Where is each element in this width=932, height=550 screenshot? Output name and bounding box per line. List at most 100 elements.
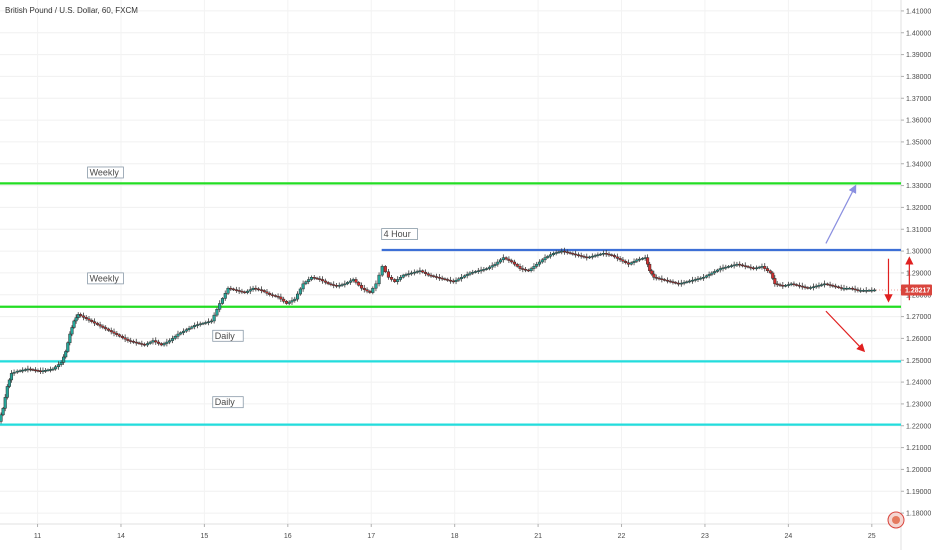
tradingview-logo-icon[interactable] xyxy=(887,511,905,529)
time-tick-label: 17 xyxy=(367,533,375,540)
candle-body xyxy=(276,295,280,298)
price-tick-label: 1.24000 xyxy=(906,380,931,387)
candle-body xyxy=(190,326,194,329)
candle-body xyxy=(674,282,678,284)
candle-body xyxy=(43,370,48,372)
candle-body xyxy=(412,271,416,274)
candle-body xyxy=(729,265,733,267)
candle-body xyxy=(752,267,756,270)
candle-body xyxy=(318,278,322,280)
price-tick-label: 1.39000 xyxy=(906,52,931,59)
price-tick-label: 1.26000 xyxy=(906,336,931,343)
candle-body xyxy=(148,341,152,344)
candle-body xyxy=(554,252,558,254)
candle-body xyxy=(476,270,480,272)
candle-body xyxy=(421,270,425,273)
candle-body xyxy=(374,283,378,289)
candle-body xyxy=(828,284,832,286)
candle-body xyxy=(859,290,863,292)
candle-body xyxy=(715,269,720,272)
candle-body xyxy=(62,356,66,363)
candle-body xyxy=(518,266,522,269)
time-tick-label: 21 xyxy=(534,533,542,540)
candle-body xyxy=(657,277,661,280)
candle-body xyxy=(48,369,53,371)
candle-body xyxy=(740,264,745,267)
candle-body xyxy=(106,328,111,331)
candle-body xyxy=(457,278,461,281)
candle-body xyxy=(638,258,642,261)
candle-body xyxy=(162,343,166,346)
candle-body xyxy=(682,282,686,284)
candle-body xyxy=(401,274,405,278)
candle-body xyxy=(118,334,122,337)
direction-arrows xyxy=(825,184,914,353)
candle-body xyxy=(346,282,350,285)
candle-body xyxy=(287,301,291,304)
candle-body xyxy=(293,298,297,301)
candle-body xyxy=(348,280,352,283)
time-axis[interactable]: 111415161718212223242528 xyxy=(34,524,932,540)
candle-body xyxy=(632,261,636,263)
candle-body xyxy=(596,254,600,256)
candle-body xyxy=(624,261,628,263)
candle-body xyxy=(229,287,233,290)
candle-body xyxy=(198,323,202,326)
candle-body xyxy=(784,285,788,287)
candle-body xyxy=(507,258,511,261)
candle-body xyxy=(532,266,536,269)
candle-body xyxy=(710,272,714,275)
time-tick-label: 23 xyxy=(701,533,709,540)
candle-body xyxy=(524,269,528,271)
candle-body xyxy=(251,287,255,290)
candle-body xyxy=(1,408,5,416)
price-tick-label: 1.34000 xyxy=(906,161,931,168)
candle-body xyxy=(131,341,136,343)
price-tick-label: 1.18000 xyxy=(906,511,931,518)
candle-body xyxy=(607,253,611,256)
candle-body xyxy=(259,289,263,291)
candle-body xyxy=(781,285,785,287)
candle-body xyxy=(760,266,764,268)
candle-body xyxy=(437,277,441,279)
candle-body xyxy=(676,282,681,285)
candle-body xyxy=(377,274,381,285)
candle-body xyxy=(56,364,60,368)
candle-body xyxy=(590,255,594,258)
candle-body xyxy=(754,267,758,270)
candle-body xyxy=(257,288,261,291)
candle-body xyxy=(493,263,497,266)
candle-body xyxy=(504,257,508,260)
candle-body xyxy=(873,289,877,292)
candle-body xyxy=(168,340,172,343)
candle-body xyxy=(195,324,199,326)
candle-body xyxy=(696,278,700,280)
price-tick-label: 1.19000 xyxy=(906,489,931,496)
price-axis[interactable]: 1.18000 1.19000 1.20000 1.21000 1.22000 1.230… xyxy=(901,8,931,518)
candle-body xyxy=(359,285,364,289)
price-tick-label: 1.28000 xyxy=(906,292,931,299)
candle-body xyxy=(129,340,133,342)
current-price-tag[interactable]: 1.28217 xyxy=(901,284,932,296)
candle-body xyxy=(334,285,339,287)
candle-body xyxy=(426,273,430,276)
level-annotations: Weekly 4 Hour Weekly Daily Daily xyxy=(87,166,418,409)
candle-body xyxy=(51,368,55,371)
candle-body xyxy=(248,289,252,292)
candle-body xyxy=(393,279,397,282)
candle-body xyxy=(21,369,25,372)
time-tick-label: 11 xyxy=(34,533,41,540)
candle-body xyxy=(743,265,747,267)
candle-body xyxy=(282,298,286,302)
candle-body xyxy=(615,256,619,259)
candle-body xyxy=(746,266,750,268)
candlestick-series xyxy=(0,247,877,424)
candle-body xyxy=(134,341,138,344)
candle-body xyxy=(768,270,772,274)
price-tick-label: 1.37000 xyxy=(906,96,931,103)
candle-body xyxy=(446,279,450,281)
candle-body xyxy=(435,276,439,278)
candle-body xyxy=(351,279,355,282)
candle-body xyxy=(140,343,144,345)
